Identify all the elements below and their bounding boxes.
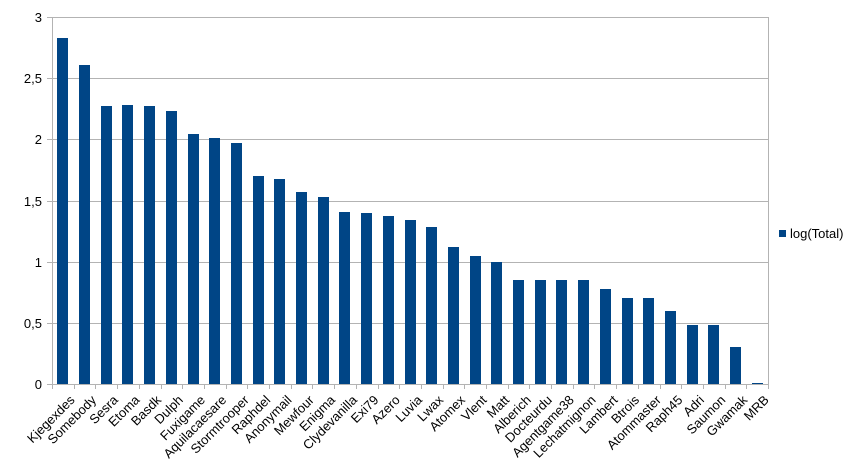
gridline-2 (52, 139, 768, 141)
bar-dulph (165, 111, 177, 384)
x-tick (485, 384, 487, 389)
x-tick (768, 384, 769, 389)
gridline-1_5 (52, 200, 768, 202)
x-tick (442, 384, 444, 389)
x-tick (659, 384, 661, 389)
legend: log(Total) (779, 226, 843, 241)
bar-anonymail (274, 178, 286, 384)
bar-somebody (79, 64, 90, 384)
bar-atommaster (643, 298, 655, 384)
bar-etoma (122, 105, 134, 384)
x-tick (203, 384, 205, 389)
y-tick-2_5 (47, 78, 52, 80)
y-axis-label: 0,5 (23, 315, 42, 331)
x-tick (160, 384, 162, 389)
x-tick (225, 384, 227, 389)
y-tick-2 (47, 139, 52, 141)
y-axis-label: 1,5 (23, 193, 42, 209)
x-tick (355, 384, 357, 389)
x-tick (464, 384, 466, 389)
x-tick (702, 384, 704, 389)
x-tick (247, 384, 249, 389)
bar-matt (491, 261, 503, 384)
x-tick (616, 384, 618, 389)
x-tick (637, 384, 639, 389)
bar-docteurdu (534, 280, 546, 384)
x-axis-line (52, 384, 769, 385)
gridline-2_5 (52, 78, 768, 80)
bar-btrois (621, 298, 633, 384)
bar-alberich (513, 280, 524, 384)
bar-lambert (599, 288, 611, 384)
y-tick-0_5 (47, 322, 52, 324)
bar-gwamak (730, 347, 741, 384)
bar-basdk (144, 106, 156, 384)
x-tick (529, 384, 531, 389)
bar-exi79 (361, 212, 373, 384)
bar-clydevanilla (339, 211, 351, 384)
x-tick (572, 384, 574, 389)
bar-kjegexdes (57, 37, 69, 384)
bar-raph45 (664, 310, 676, 384)
y-axis-label: 0 (34, 377, 42, 392)
y-tick-0 (47, 384, 52, 385)
bar-stormtrooper (230, 143, 242, 384)
x-tick (420, 384, 422, 389)
bar-luvia (404, 220, 416, 384)
x-tick (182, 384, 184, 389)
y-axis-label: 2,5 (23, 71, 42, 87)
x-tick (117, 384, 119, 389)
bar-agentgame38 (556, 280, 568, 384)
x-tick (312, 384, 314, 389)
bar-raphdel (252, 176, 264, 384)
x-tick (594, 384, 596, 389)
x-tick (52, 384, 53, 389)
x-tick (138, 384, 140, 389)
y-axis-label: 3 (34, 10, 42, 25)
y-tick-1_5 (47, 200, 52, 202)
x-tick (551, 384, 552, 389)
bar-fuxigame (187, 134, 199, 384)
x-tick (73, 384, 75, 389)
legend-label: log(Total) (790, 226, 844, 241)
x-tick (95, 384, 97, 389)
bar-saumon (708, 325, 720, 384)
bar-lwax (426, 227, 438, 384)
plot-right-border (768, 17, 769, 385)
bar-mewfour (296, 191, 307, 384)
x-tick (724, 384, 726, 389)
y-tick-3 (47, 17, 52, 18)
y-axis-label: 1 (34, 254, 42, 270)
bar-mrb (751, 382, 763, 384)
x-tick (334, 384, 336, 389)
x-tick (507, 384, 509, 389)
x-tick (746, 384, 748, 389)
bar-sesra (100, 106, 112, 384)
bar-azero (382, 216, 394, 384)
x-tick (377, 384, 379, 389)
x-tick (290, 384, 292, 389)
bar-adri (686, 325, 698, 384)
bar-vlent (469, 255, 481, 384)
bar-aquilacaesare (209, 138, 221, 384)
bar-enigma (317, 196, 329, 384)
bar-atomex (447, 247, 459, 384)
legend-swatch (779, 230, 786, 237)
y-tick-1 (47, 261, 52, 263)
x-tick (399, 384, 401, 389)
x-tick (681, 384, 683, 389)
x-tick (269, 384, 270, 389)
gridline-3 (52, 17, 768, 18)
x-axis-label-mrb: MRB (741, 392, 773, 424)
y-axis-label: 2 (34, 132, 42, 148)
bar-lechatmignon (578, 280, 590, 384)
